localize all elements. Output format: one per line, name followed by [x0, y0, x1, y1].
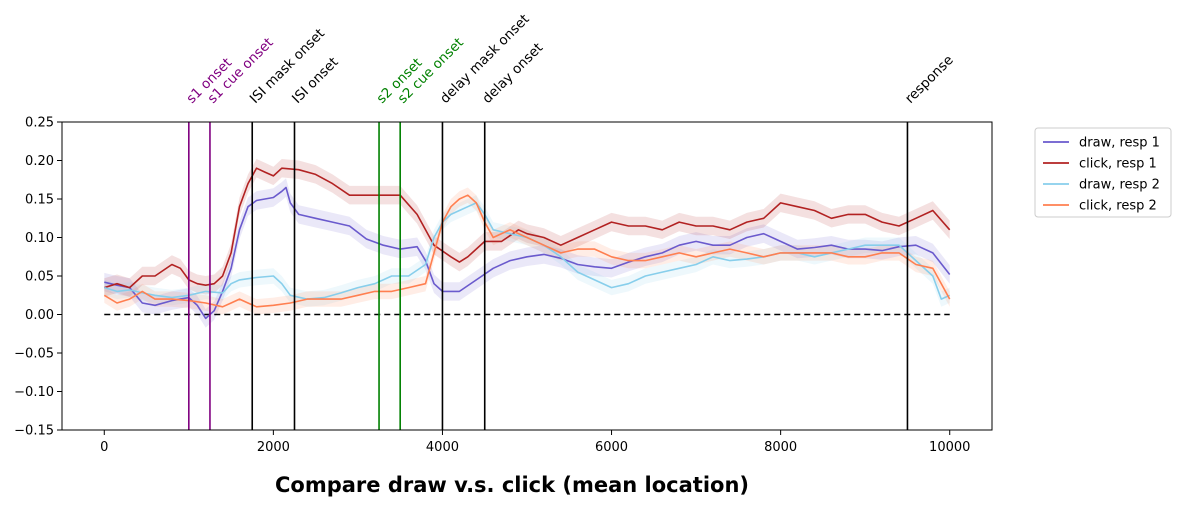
chart-title: Compare draw v.s. click (mean location): [275, 473, 749, 497]
event-label-9: response: [902, 52, 957, 107]
band-series-1: [104, 178, 950, 328]
y-tick-label-6: 0.10: [25, 231, 54, 246]
y-tick-label-8: 0.20: [25, 154, 54, 169]
legend-label-1: draw, resp 1: [1079, 136, 1160, 151]
y-tick-label-2: −0.10: [14, 385, 54, 400]
x-tick-label-1: 0: [100, 440, 108, 455]
y-tick-label-5: 0.05: [25, 270, 54, 285]
y-tick-label-9: 0.25: [25, 116, 54, 131]
axes: 0 2000 4000 6000 8000 10000 −0.15 −0.10 −0.05 0.0…: [14, 116, 993, 455]
y-tick-label-1: −0.15: [14, 424, 54, 439]
y-tick-label-7: 0.15: [25, 193, 54, 208]
series-line-4: [103, 194, 951, 308]
y-tick-label-4: 0.00: [25, 308, 54, 323]
x-tick-label-3: 4000: [426, 440, 459, 455]
legend-label-3: draw, resp 2: [1079, 178, 1160, 193]
x-tick-label-4: 6000: [595, 440, 628, 455]
band-series-2: [104, 159, 950, 297]
y-tick-label-3: −0.05: [14, 347, 54, 362]
legend-label-4: click, resp 2: [1079, 199, 1157, 214]
x-tick-label-5: 8000: [764, 440, 797, 455]
legend-label-2: click, resp 1: [1079, 157, 1157, 172]
x-tick-label-6: 10000: [929, 440, 970, 455]
x-tick-label-2: 2000: [257, 440, 290, 455]
legend-box: [1034, 127, 1172, 218]
series-line-2: [104, 167, 951, 289]
legend: draw, resp 1 click, resp 1 draw, resp 2 cli…: [1034, 127, 1172, 218]
event-label-3: ISI mask onset: [247, 26, 328, 107]
